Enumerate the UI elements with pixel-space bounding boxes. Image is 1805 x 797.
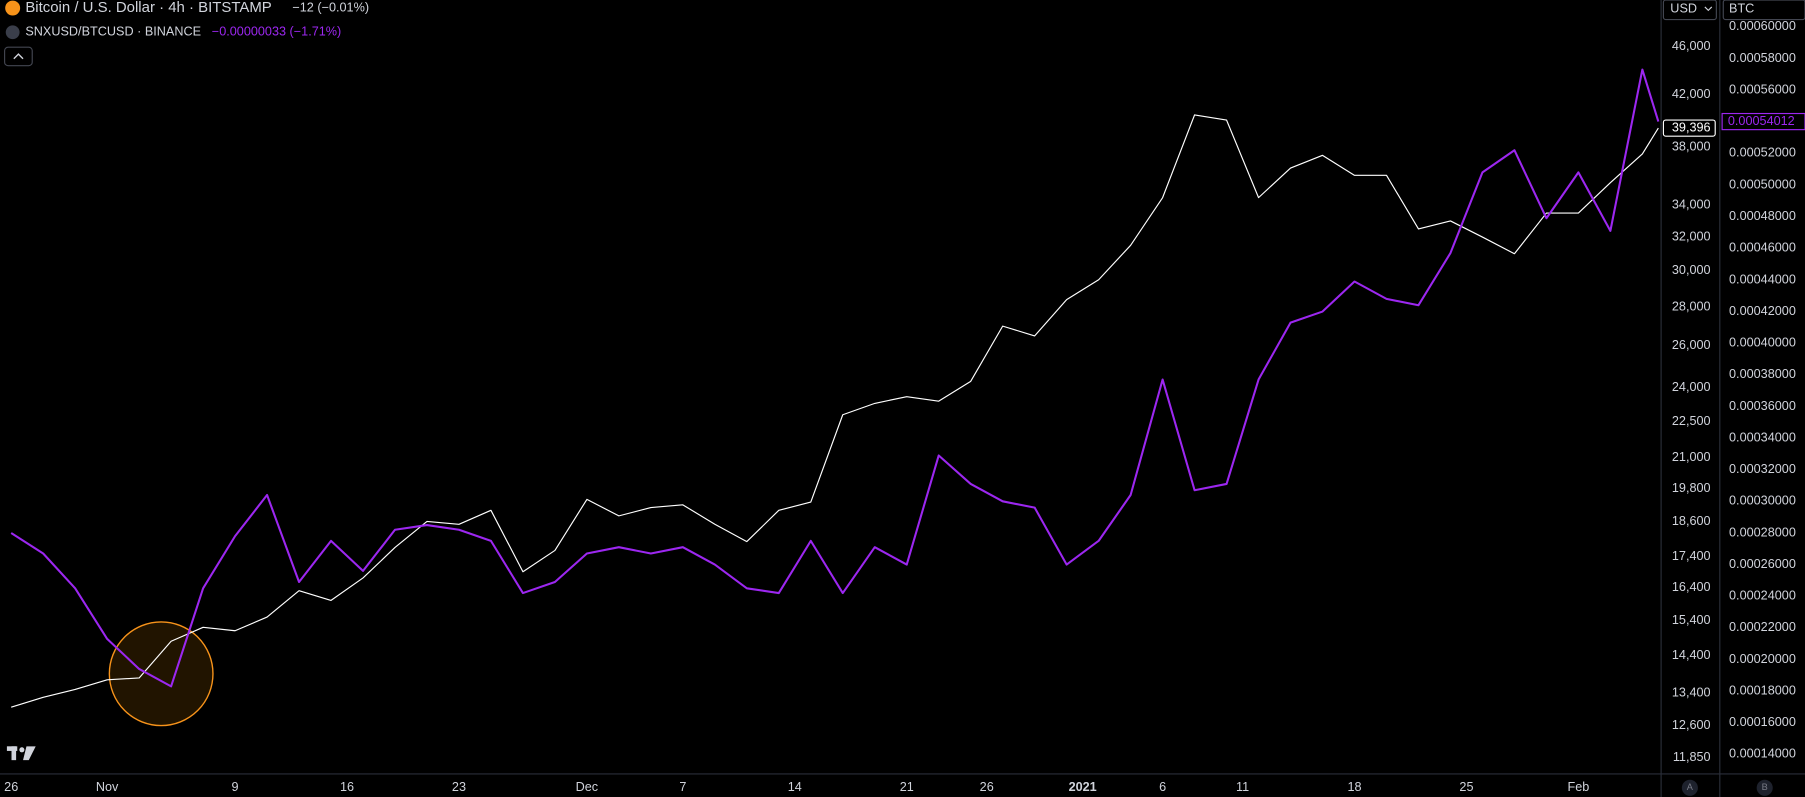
y-tick-label: 15,400 bbox=[1672, 613, 1711, 627]
pane-button[interactable] bbox=[1681, 779, 1698, 796]
y2-tick-label: 0.00036000 bbox=[1729, 399, 1796, 413]
y2-tick-label: 0.00052000 bbox=[1729, 146, 1796, 160]
x-tick-label: 21 bbox=[900, 780, 914, 794]
y2-tick-label: 0.00018000 bbox=[1729, 683, 1796, 697]
tradingview-logo bbox=[6, 746, 36, 761]
y2-tick-label: 0.00050000 bbox=[1729, 177, 1796, 191]
highlight-circle bbox=[108, 621, 214, 727]
y2-tick-label: 0.00044000 bbox=[1729, 272, 1796, 286]
y-tick-label: 11,850 bbox=[1673, 750, 1711, 764]
y2-tick-label: 0.00038000 bbox=[1729, 367, 1796, 381]
price-label-box bbox=[1662, 119, 1716, 137]
x-tick-label: 23 bbox=[452, 780, 466, 794]
price-label-box bbox=[1721, 112, 1805, 131]
y-tick-label: 22,500 bbox=[1672, 414, 1711, 428]
y-tick-label: 12,600 bbox=[1672, 718, 1711, 732]
series-line bbox=[11, 114, 1659, 708]
series-name: Bitcoin / U.S. Dollar · 4h · BITSTAMP bbox=[25, 0, 271, 16]
y2-tick-label: 0.00016000 bbox=[1729, 715, 1796, 729]
collapse-button[interactable] bbox=[4, 46, 33, 67]
y2-tick-label: 0.00028000 bbox=[1729, 525, 1796, 539]
y-tick-label: 34,000 bbox=[1672, 198, 1711, 212]
y2-tick-label: 0.00026000 bbox=[1729, 557, 1796, 571]
pane-button[interactable] bbox=[1756, 779, 1773, 796]
series-line bbox=[10, 68, 1660, 688]
y-tick-label: 46,000 bbox=[1672, 39, 1711, 53]
x-tick-label: 2021 bbox=[1069, 780, 1097, 794]
y-tick-label: 18,600 bbox=[1672, 514, 1711, 528]
x-tick-label: Nov bbox=[96, 780, 119, 794]
y-tick-label: 14,400 bbox=[1672, 648, 1711, 662]
y-tick-label: 38,000 bbox=[1672, 139, 1711, 153]
scale-button[interactable] bbox=[1662, 0, 1717, 21]
y2-tick-label: 0.00048000 bbox=[1729, 209, 1796, 223]
pane-label[interactable]: B bbox=[1762, 782, 1768, 792]
x-tick-label: 14 bbox=[788, 780, 802, 794]
scale-button[interactable] bbox=[1722, 0, 1805, 21]
scale-label[interactable]: USD bbox=[1670, 2, 1697, 16]
series-change: −0.00000033 (−1.71%) bbox=[212, 25, 341, 39]
y2-tick-label: 0.00022000 bbox=[1729, 620, 1796, 634]
x-tick-label: 18 bbox=[1347, 780, 1361, 794]
pane-label[interactable]: A bbox=[1687, 782, 1694, 792]
x-tick-label: 26 bbox=[980, 780, 994, 794]
y2-tick-label: 0.00030000 bbox=[1729, 494, 1796, 508]
snx-icon bbox=[5, 25, 20, 40]
btc-icon bbox=[5, 0, 21, 16]
y2-tick-label: 0.00020000 bbox=[1729, 652, 1796, 666]
scale-label[interactable]: BTC bbox=[1729, 2, 1754, 16]
y2-tick-label: 0.00046000 bbox=[1729, 241, 1796, 255]
y-tick-label: 16,400 bbox=[1672, 580, 1711, 594]
price-label: 39,396 bbox=[1672, 120, 1711, 134]
y2-tick-label: 0.00042000 bbox=[1729, 304, 1796, 318]
y-tick-label: 42,000 bbox=[1672, 87, 1711, 101]
x-tick-label: 6 bbox=[1159, 780, 1166, 794]
y-tick-label: 30,000 bbox=[1672, 263, 1711, 277]
collapse-icon[interactable] bbox=[13, 53, 24, 60]
x-tick-label: 25 bbox=[1459, 780, 1473, 794]
y-tick-label: 26,000 bbox=[1672, 338, 1711, 352]
x-tick-label: 11 bbox=[1236, 780, 1249, 794]
y-tick-label: 21,000 bbox=[1672, 450, 1711, 464]
y-tick-label: 17,400 bbox=[1672, 549, 1711, 563]
y-tick-label: 28,000 bbox=[1672, 299, 1711, 313]
price-label: 0.00054012 bbox=[1728, 114, 1795, 128]
y-tick-label: 13,400 bbox=[1672, 686, 1711, 700]
y2-tick-label: 0.00040000 bbox=[1729, 336, 1796, 350]
y2-tick-label: 0.00024000 bbox=[1729, 589, 1796, 603]
x-tick-label: 9 bbox=[232, 780, 239, 794]
x-tick-label: 16 bbox=[340, 780, 354, 794]
y2-tick-label: 0.00058000 bbox=[1729, 51, 1796, 65]
y2-tick-label: 0.00034000 bbox=[1729, 430, 1796, 444]
x-tick-label: 26 bbox=[4, 780, 18, 794]
x-tick-label: 7 bbox=[679, 780, 686, 794]
y2-tick-label: 0.00056000 bbox=[1729, 82, 1796, 96]
y-tick-label: 19,800 bbox=[1672, 481, 1711, 495]
dropdown-icon[interactable] bbox=[1704, 6, 1713, 12]
y-tick-label: 32,000 bbox=[1672, 229, 1711, 243]
x-tick-label: Dec bbox=[576, 780, 599, 794]
y2-tick-label: 0.00032000 bbox=[1729, 462, 1796, 476]
y2-tick-label: 0.00014000 bbox=[1729, 747, 1796, 761]
y2-tick-label: 0.00060000 bbox=[1729, 19, 1796, 33]
x-tick-label: Feb bbox=[1567, 780, 1589, 794]
series-change: −12 (−0.01%) bbox=[292, 0, 369, 14]
series-name: SNXUSD/BTCUSD · BINANCE bbox=[25, 25, 201, 39]
y-tick-label: 24,000 bbox=[1672, 380, 1711, 394]
